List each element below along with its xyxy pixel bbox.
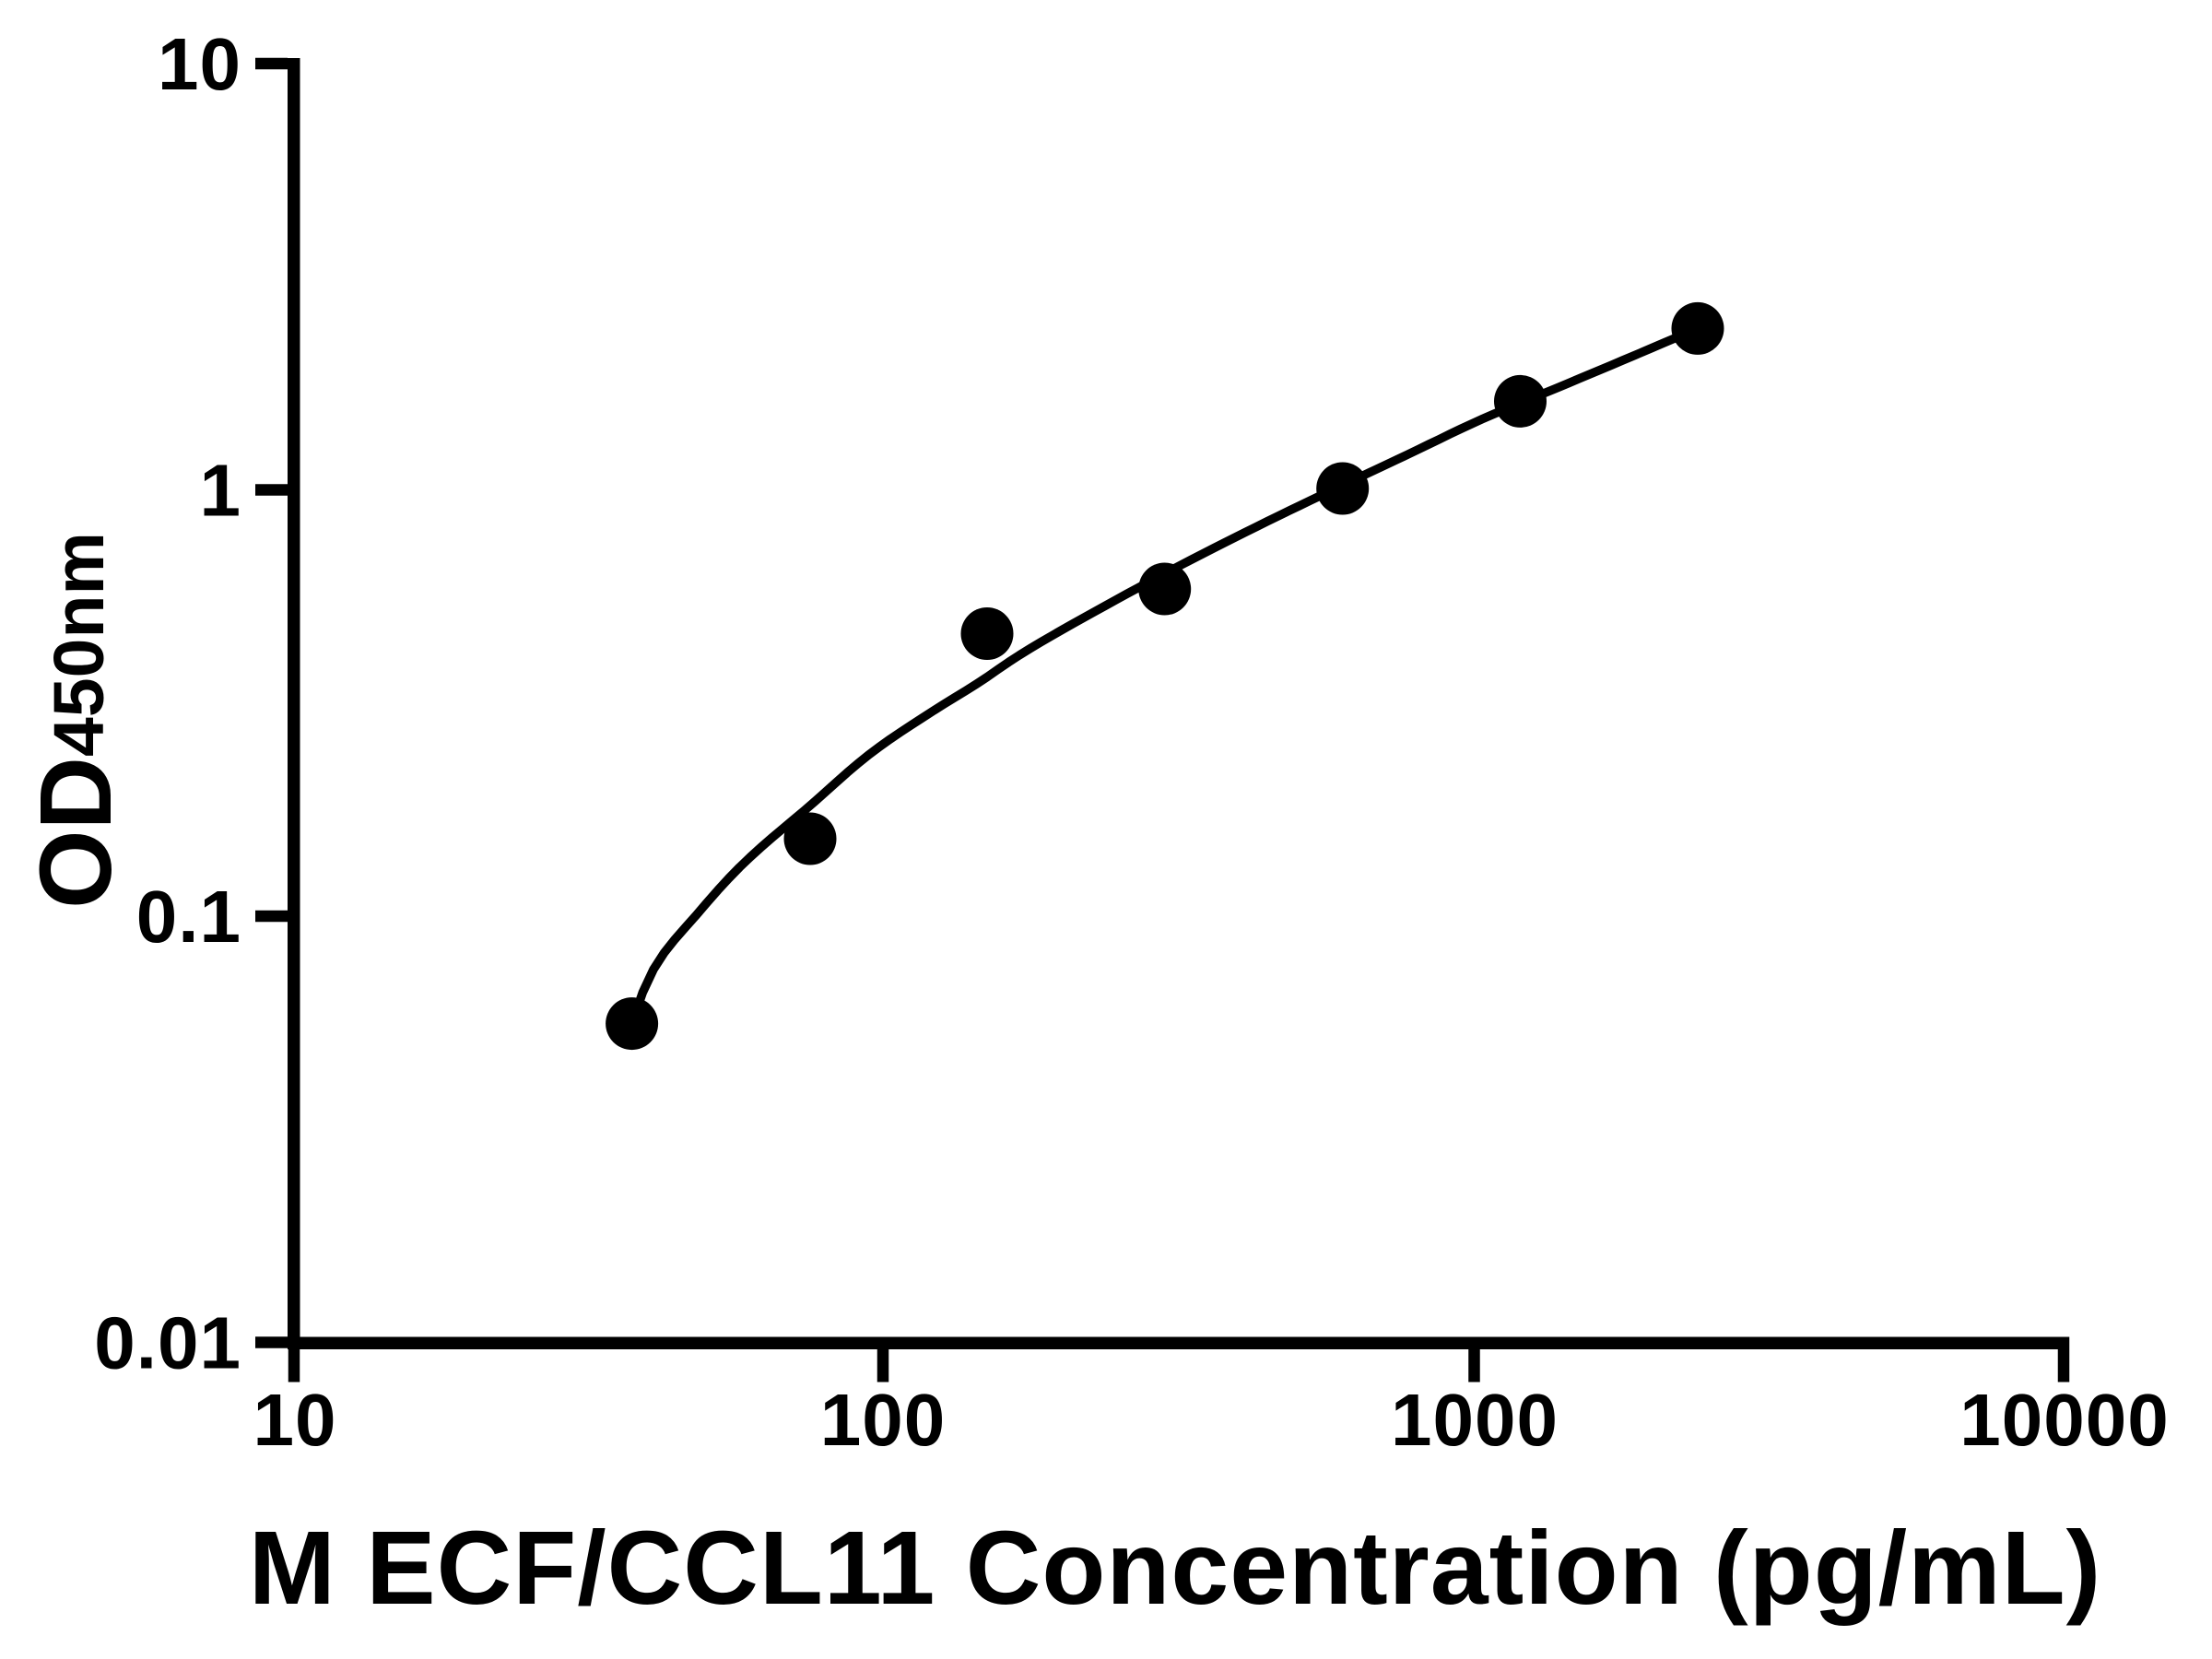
svg-text:0.01: 0.01 [94,1302,241,1384]
svg-text:100: 100 [820,1379,946,1461]
svg-text:1: 1 [200,450,242,532]
svg-text:10: 10 [158,23,241,105]
svg-text:M ECF/CCL11 Concentration (pg/: M ECF/CCL11 Concentration (pg/mL) [249,1510,2102,1626]
svg-text:10: 10 [253,1379,337,1461]
svg-text:10000: 10000 [1959,1379,2169,1461]
svg-text:0.1: 0.1 [136,876,241,958]
svg-text:1000: 1000 [1391,1379,1559,1461]
